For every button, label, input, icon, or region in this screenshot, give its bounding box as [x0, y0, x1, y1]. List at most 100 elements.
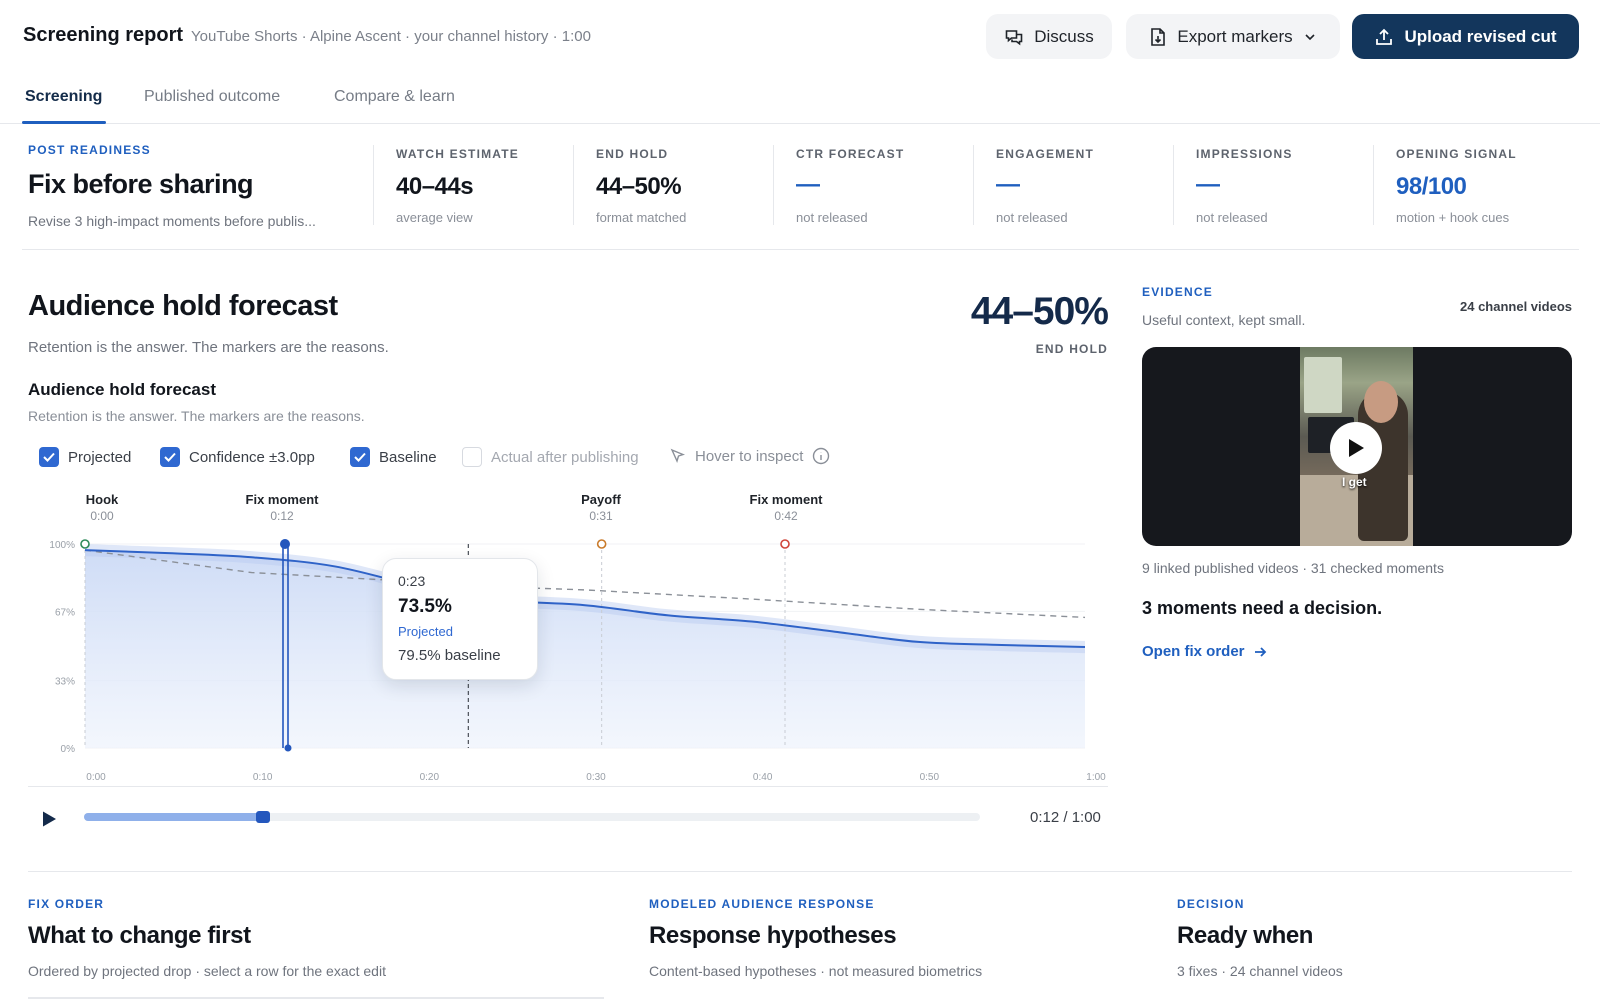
stat-divider: [973, 145, 974, 225]
x-tick-label: 1:00: [1086, 772, 1106, 783]
evidence-eyebrow: EVIDENCE: [1142, 285, 1213, 299]
stat-value-opening-signal: 98/100: [1396, 173, 1467, 200]
stat-value-impressions: —: [1196, 171, 1220, 198]
toggle-projected[interactable]: Projected: [39, 447, 131, 467]
stat-divider: [373, 145, 374, 225]
chart-tooltip: 0:23 73.5% Projected 79.5% baseline: [382, 558, 538, 680]
x-tick-label: 0:20: [420, 772, 440, 783]
stat-divider: [573, 145, 574, 225]
active-tab-indicator: [22, 121, 106, 124]
stats-divider: [22, 249, 1579, 250]
x-tick-label: 0:50: [920, 772, 940, 783]
checkbox-actual[interactable]: [462, 447, 482, 467]
tooltip-value: 73.5%: [398, 596, 452, 617]
upload-icon: [1376, 28, 1393, 45]
toggle-confidence[interactable]: Confidence ±3.0pp: [160, 447, 315, 467]
check-icon: [164, 452, 176, 462]
toggle-actual[interactable]: Actual after publishing: [462, 447, 639, 467]
fix-order-rule: [28, 997, 604, 999]
video-caption: I get: [1342, 475, 1367, 489]
page-title: Screening report: [23, 24, 184, 46]
fix-order-eyebrow: FIX ORDER: [28, 897, 105, 911]
video-play-button[interactable]: [1330, 422, 1382, 474]
y-tick-label: 67%: [55, 607, 75, 618]
stat-sub-end-hold: format matched: [596, 210, 687, 225]
chevron-down-icon: [1305, 33, 1315, 40]
marker-time-hook: 0:00: [90, 509, 114, 523]
tab-published-outcome[interactable]: Published outcome: [144, 88, 281, 105]
playback-thumb[interactable]: [256, 811, 271, 823]
x-tick-label: 0:30: [586, 772, 606, 783]
stat-sub-engagement: not released: [996, 210, 1068, 225]
export-markers-button[interactable]: Export markers: [1126, 14, 1340, 59]
chart-title: Audience hold forecast: [28, 380, 216, 399]
stat-value-watch-estimate: 40–44s: [396, 173, 474, 200]
response-sub: Content-based hypotheses · not measured …: [649, 963, 983, 979]
check-icon: [43, 452, 55, 462]
marker-dot: [780, 539, 790, 549]
y-tick-label: 100%: [49, 540, 75, 551]
playback-progress: [84, 813, 264, 821]
readiness-title: Fix before sharing: [28, 169, 254, 199]
confidence-band: [85, 544, 1085, 654]
top-bar: Screening report YouTube Shorts · Alpine…: [0, 0, 1600, 72]
upload-revised-cut-button[interactable]: Upload revised cut: [1352, 14, 1579, 59]
chat-icon: [1005, 29, 1023, 45]
stat-label-watch-estimate: WATCH ESTIMATE: [396, 147, 520, 161]
playback-time: 0:12 / 1:00: [1030, 809, 1101, 826]
toggle-actual-label: Actual after publishing: [491, 448, 639, 466]
x-tick-label: 0:00: [86, 772, 106, 783]
stat-label-end-hold: END HOLD: [596, 147, 669, 161]
stat-label-ctr-forecast: CTR FORECAST: [796, 147, 905, 161]
forecast-title: Audience hold forecast: [28, 290, 338, 322]
forecast-sub: Retention is the answer. The markers are…: [28, 339, 389, 356]
toggle-baseline[interactable]: Baseline: [350, 447, 437, 467]
checkbox-confidence[interactable]: [160, 447, 180, 467]
tab-bar: Screening Published outcome Compare & le…: [0, 72, 1600, 124]
player-divider: [28, 786, 1108, 787]
chart-subtitle: Retention is the answer. The markers are…: [28, 408, 365, 424]
discuss-button[interactable]: Discuss: [986, 14, 1112, 59]
open-fix-order-label: Open fix order: [1142, 643, 1245, 660]
baseline-line: [84, 549, 1086, 619]
fix-order-sub: Ordered by projected drop · select a row…: [28, 963, 386, 979]
marker-time-fix-1: 0:12: [270, 509, 294, 523]
tooltip-baseline: 79.5% baseline: [398, 647, 501, 664]
play-icon[interactable]: [40, 810, 58, 828]
end-hold-label: END HOLD: [1035, 342, 1108, 356]
stat-divider: [773, 145, 774, 225]
upload-revised-cut-label: Upload revised cut: [1404, 26, 1557, 46]
marker-time-fix-2: 0:42: [774, 509, 798, 523]
stat-value-ctr-forecast: —: [796, 171, 820, 198]
tab-screening[interactable]: Screening: [25, 88, 103, 105]
video-preview[interactable]: I get: [1142, 347, 1572, 546]
end-hold-value: 44–50%: [970, 290, 1109, 333]
marker-label-hook: Hook: [85, 492, 119, 507]
file-export-icon: [1151, 27, 1166, 46]
marker-dot: [80, 539, 90, 549]
stat-divider: [1173, 145, 1174, 225]
tab-compare-learn[interactable]: Compare & learn: [334, 88, 455, 105]
discuss-label: Discuss: [1034, 26, 1094, 46]
open-fix-order-link[interactable]: Open fix order: [1142, 643, 1267, 660]
marker-label-fix-1: Fix moment: [245, 492, 319, 507]
tooltip-time: 0:23: [398, 573, 426, 589]
checkbox-baseline[interactable]: [350, 447, 370, 467]
evidence-linked: 9 linked published videos · 31 checked m…: [1142, 560, 1444, 576]
arrow-right-icon: [1254, 646, 1266, 657]
stats-strip: POST READINESS Fix before sharing Revise…: [0, 125, 1600, 251]
marker-time-payoff: 0:31: [589, 509, 613, 523]
checkbox-projected[interactable]: [39, 447, 59, 467]
stat-value-engagement: —: [996, 171, 1020, 198]
tooltip-series: Projected: [398, 624, 453, 639]
info-icon[interactable]: [812, 447, 830, 465]
playback-track[interactable]: [84, 811, 980, 823]
playhead-bottom-handle: [284, 744, 292, 752]
section-divider: [28, 871, 1572, 872]
stat-value-end-hold: 44–50%: [596, 173, 682, 200]
marker-label-payoff: Payoff: [581, 492, 621, 507]
marker-label-fix-2: Fix moment: [749, 492, 823, 507]
stat-sub-watch-estimate: average view: [396, 210, 473, 225]
stat-label-impressions: IMPRESSIONS: [1196, 147, 1293, 161]
fix-order-title: What to change first: [28, 922, 251, 949]
